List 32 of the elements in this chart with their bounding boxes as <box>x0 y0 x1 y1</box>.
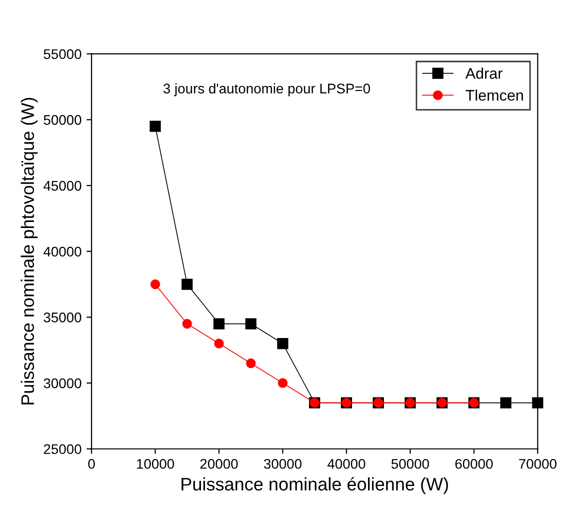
legend-label: Tlemcen <box>466 89 523 101</box>
point <box>277 338 288 350</box>
x-axis-title: Puissance nominale éolienne (W) <box>182 477 448 494</box>
x-tick-label: 20000 <box>200 458 238 469</box>
x-tick-label: 0 <box>88 458 95 469</box>
x-tick-label: 30000 <box>264 458 302 469</box>
point <box>214 338 224 348</box>
point <box>500 397 512 408</box>
y-tick-label: 40000 <box>44 246 82 257</box>
point <box>213 318 225 330</box>
point <box>278 378 288 388</box>
point <box>246 358 256 368</box>
legend-label: Adrar <box>465 68 502 79</box>
y-tick-label: 25000 <box>44 444 82 454</box>
y-tick-label: 35000 <box>44 312 82 322</box>
y-tick-label: 55000 <box>44 49 82 60</box>
point <box>150 279 160 290</box>
point <box>532 397 544 408</box>
point <box>182 318 192 329</box>
x-tick-label: 70000 <box>519 458 556 469</box>
point <box>245 318 256 330</box>
x-tick-label: 40000 <box>327 458 366 469</box>
x-tick-label: 60000 <box>455 458 493 469</box>
x-tick-label: 10000 <box>137 458 174 469</box>
point <box>150 120 161 132</box>
annotation: 3 jours d'autonomie pour LPSP=0 <box>163 83 370 96</box>
y-axis-title: Puissance nominale phtovoltaïque (W) <box>20 98 38 404</box>
y-tick-label: 30000 <box>44 378 82 388</box>
point <box>182 278 193 290</box>
x-tick-label: 50000 <box>391 458 429 469</box>
y-tick-label: 45000 <box>44 180 82 191</box>
y-tick-label: 50000 <box>44 115 82 125</box>
